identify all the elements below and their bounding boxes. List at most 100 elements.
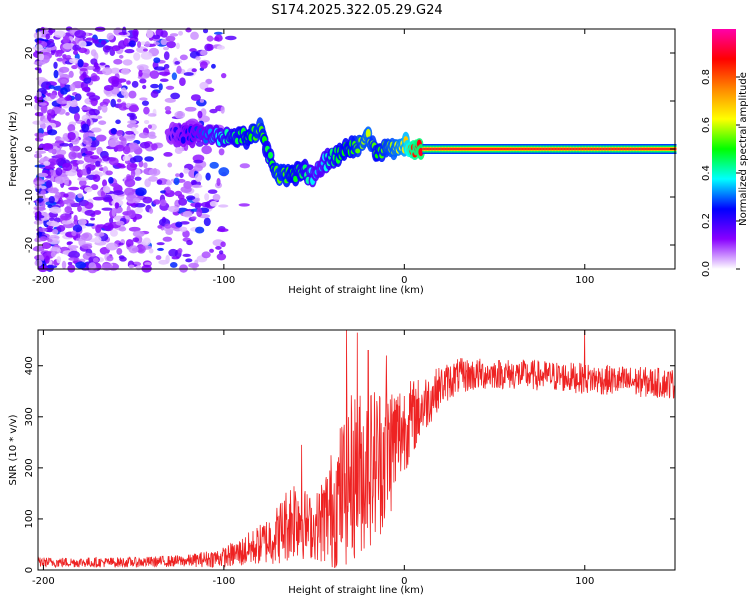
heatmap-cell <box>56 57 64 62</box>
heatmap-cell <box>77 152 83 159</box>
heatmap-cell <box>205 78 213 85</box>
heatmap-cell <box>490 148 494 150</box>
heatmap-cell <box>112 190 125 196</box>
snr-x-tick-label: -200 <box>32 576 55 587</box>
heatmap-cell <box>139 97 148 101</box>
heatmap-cell <box>65 169 78 177</box>
heatmap-cell <box>520 148 524 150</box>
heatmap-cell <box>199 61 208 69</box>
heatmap-cell <box>491 148 495 150</box>
heatmap-cell <box>538 148 542 150</box>
heatmap-cell <box>494 148 498 150</box>
heatmap-cell <box>500 148 504 150</box>
heatmap-cell <box>440 148 444 150</box>
heatmap-cell <box>201 251 211 259</box>
heatmap-cell <box>164 223 172 229</box>
heatmap-cell <box>191 184 203 189</box>
heatmap-cell <box>134 176 142 181</box>
heatmap-cell <box>194 173 203 183</box>
heatmap-cell <box>644 148 648 150</box>
heatmap-cell <box>583 148 587 150</box>
heatmap-cell <box>174 146 183 155</box>
heatmap-cell <box>94 231 105 237</box>
heatmap-cell <box>447 148 451 150</box>
heatmap-cell <box>512 148 516 150</box>
heatmap-cell <box>118 242 124 246</box>
heatmap-cell <box>60 213 72 221</box>
heatmap-cell <box>596 148 600 150</box>
heatmap-cell <box>201 145 212 155</box>
heatmap-cell <box>164 97 177 103</box>
heatmap-cell <box>548 148 552 150</box>
heatmap-cell <box>77 193 83 199</box>
heatmap-cell <box>120 87 127 96</box>
heatmap-cell <box>121 137 127 147</box>
heatmap-cell <box>126 112 136 118</box>
heatmap-cell <box>106 255 114 262</box>
heatmap-cell <box>48 85 55 89</box>
heatmap-cell <box>36 31 42 38</box>
heatmap-cell <box>183 168 190 174</box>
snr-x-tick-label: -100 <box>213 576 236 587</box>
heatmap-cell <box>91 75 100 82</box>
heatmap-cell <box>156 242 165 246</box>
heatmap-cell <box>102 155 110 162</box>
heatmap-cell <box>209 108 218 114</box>
heatmap-cell <box>83 77 92 84</box>
heatmap-cell <box>56 225 66 232</box>
heatmap-cell <box>68 257 80 261</box>
heatmap-cell <box>581 148 585 150</box>
heatmap-cell <box>39 236 48 242</box>
heatmap-cell <box>48 217 55 222</box>
heatmap-cell <box>122 59 133 66</box>
heatmap-y-tick-label: -10 <box>24 189 35 205</box>
snr-x-ticks: -200 -100 0 100 <box>32 330 594 587</box>
heatmap-cell <box>186 239 193 246</box>
heatmap-cell <box>158 83 163 91</box>
heatmap-cell <box>613 148 617 150</box>
heatmap-cell <box>467 148 471 150</box>
heatmap-cell <box>128 245 139 254</box>
heatmap-cell <box>554 148 558 150</box>
heatmap-cell <box>455 148 459 150</box>
heatmap-cell <box>638 148 642 150</box>
heatmap-cell <box>45 33 51 40</box>
heatmap-cell <box>514 148 518 150</box>
heatmap-cell <box>569 148 573 150</box>
heatmap-cell <box>106 32 114 41</box>
heatmap-cell <box>132 230 145 238</box>
heatmap-cell <box>655 148 659 150</box>
heatmap-cell <box>438 148 442 150</box>
heatmap-cell <box>128 142 139 148</box>
heatmap-cell <box>129 157 137 164</box>
heatmap-cell <box>69 145 81 152</box>
heatmap-x-tick-label: 0 <box>401 275 407 286</box>
heatmap-cell <box>108 139 120 147</box>
heatmap-cell <box>658 148 662 150</box>
heatmap-cell <box>132 197 141 204</box>
heatmap-cell <box>77 58 84 68</box>
heatmap-cell <box>110 67 121 74</box>
heatmap-cell <box>142 84 147 90</box>
heatmap-cell <box>175 221 183 228</box>
heatmap-cell <box>476 148 480 150</box>
heatmap-cell <box>65 55 72 59</box>
heatmap-cell <box>465 148 469 150</box>
heatmap-cell <box>146 29 154 39</box>
heatmap-cell <box>593 148 597 150</box>
heatmap-x-tick-label: -100 <box>213 275 236 286</box>
colorbar-tick-label: 0.0 <box>701 261 712 277</box>
heatmap-cell <box>566 148 570 150</box>
heatmap-cell <box>55 50 63 57</box>
heatmap-cell <box>167 162 173 168</box>
heatmap-cell <box>40 104 48 114</box>
heatmap-cell <box>432 148 436 150</box>
heatmap-cell <box>577 148 581 150</box>
heatmap-cell <box>36 227 48 233</box>
heatmap-cell <box>580 148 584 150</box>
heatmap-cell <box>499 148 503 150</box>
heatmap-cell <box>37 68 42 74</box>
heatmap-cell <box>164 105 171 112</box>
heatmap-cell <box>35 150 47 154</box>
heatmap-cell <box>47 204 53 209</box>
